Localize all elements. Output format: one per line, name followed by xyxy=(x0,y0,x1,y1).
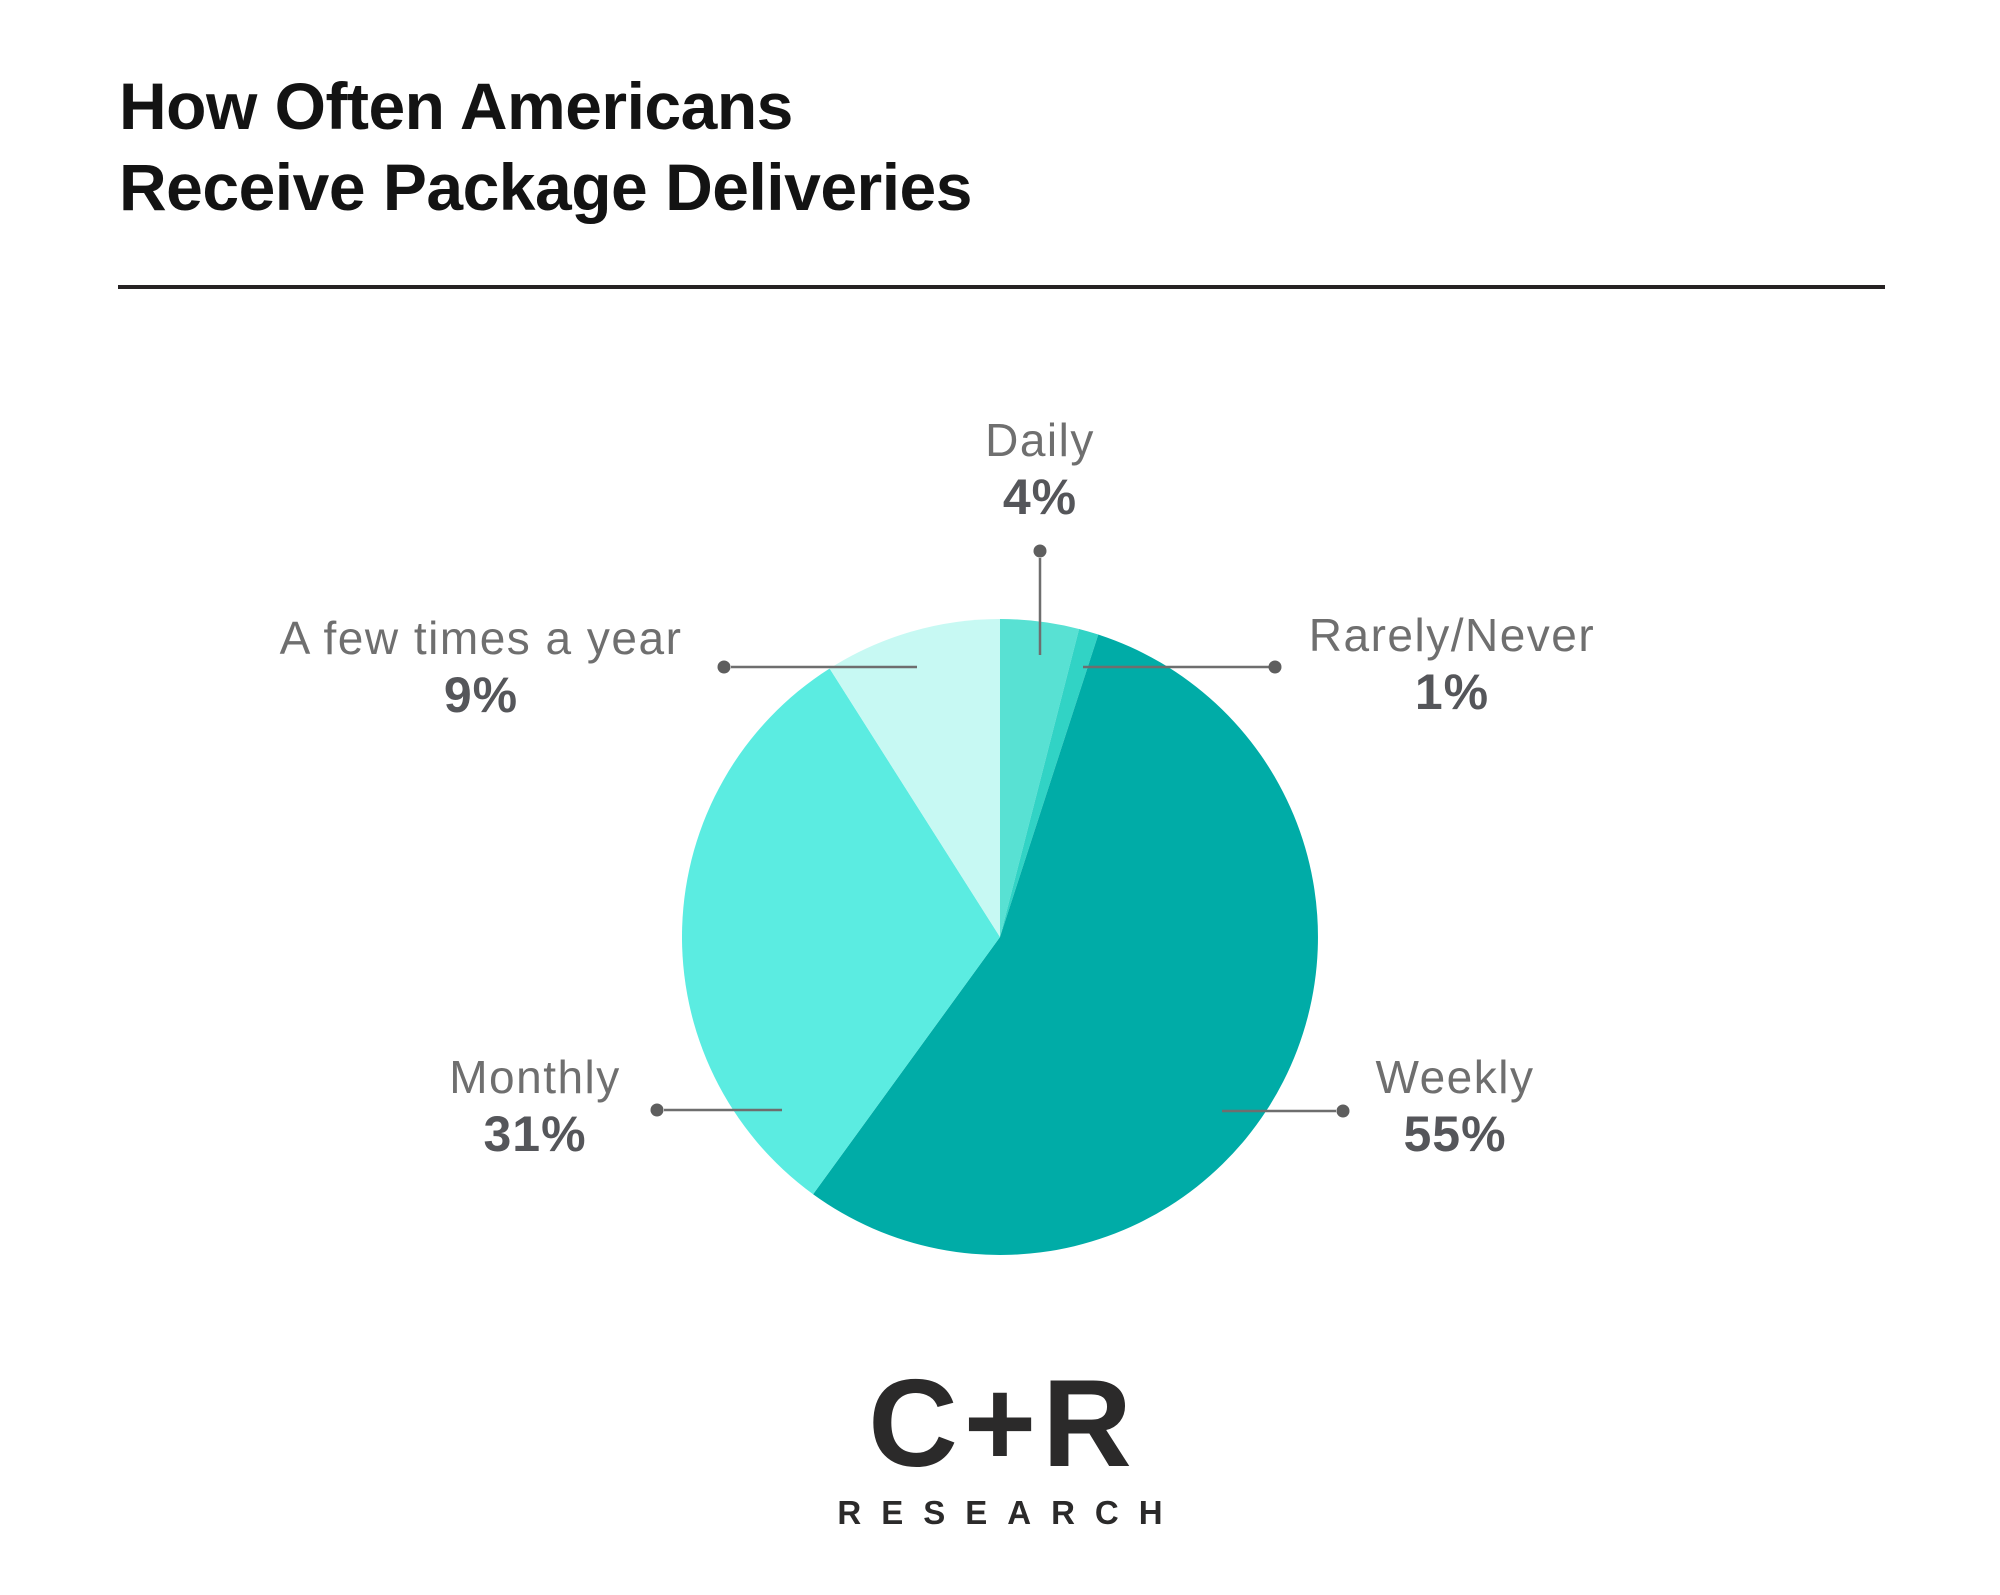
pie-slice-a-few-times-a-year xyxy=(829,619,1000,937)
pie-slice-monthly xyxy=(681,668,1000,1195)
label-weekly: Weekly 55% xyxy=(1376,1049,1535,1163)
label-rarely-never-text: Rarely/Never xyxy=(1308,609,1596,661)
leader-dot-weekly xyxy=(1336,1104,1350,1118)
pie-slice-rarely-never xyxy=(1000,628,1099,937)
label-daily-text: Daily xyxy=(985,414,1095,466)
page-title: How Often Americans Receive Package Deliv… xyxy=(119,66,972,228)
leader-dot-daily xyxy=(1033,544,1047,558)
label-daily-value: 4% xyxy=(1002,469,1078,525)
label-a-few-times-a-year-value: 9% xyxy=(443,667,519,723)
label-a-few-times-a-year-text: A few times a year xyxy=(279,612,683,664)
label-monthly-value: 31% xyxy=(483,1106,587,1162)
label-monthly: Monthly 31% xyxy=(449,1049,621,1163)
label-weekly-value: 55% xyxy=(1403,1106,1507,1162)
leader-dot-rarely-never xyxy=(1268,660,1282,674)
title-line-1: How Often Americans xyxy=(119,69,793,143)
label-a-few-times-a-year: A few times a year 9% xyxy=(280,610,683,724)
pie-slices-group xyxy=(681,619,1318,1255)
pie-slice-weekly xyxy=(813,634,1318,1255)
leader-lines-group xyxy=(650,544,1350,1118)
label-rarely-never: Rarely/Never 1% xyxy=(1309,607,1595,721)
leader-dot-a-few-times-a-year xyxy=(717,660,731,674)
leader-dot-monthly xyxy=(650,1103,664,1117)
cr-research-logo-main: C+R xyxy=(868,1355,1138,1493)
label-monthly-text: Monthly xyxy=(449,1051,621,1103)
title-line-2: Receive Package Deliveries xyxy=(119,150,972,224)
label-weekly-text: Weekly xyxy=(1375,1051,1535,1103)
label-daily: Daily 4% xyxy=(985,412,1095,526)
cr-research-logo: C+R RESEARCH xyxy=(817,1362,1182,1529)
pie-slice-daily xyxy=(1000,619,1080,937)
title-divider xyxy=(118,285,1885,289)
label-rarely-never-value: 1% xyxy=(1414,664,1490,720)
cr-research-logo-sub: RESEARCH xyxy=(837,1494,1183,1531)
